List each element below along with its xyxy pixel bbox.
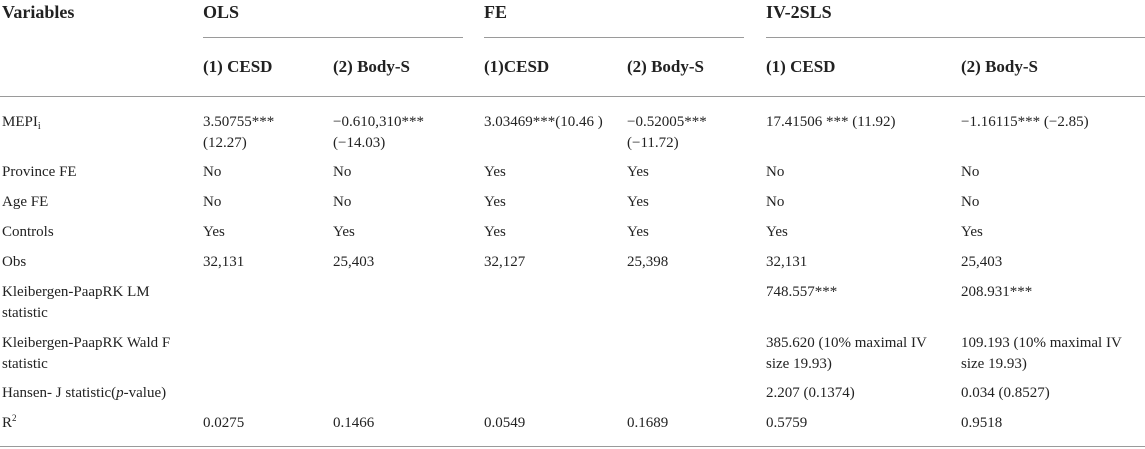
table-cell: 32,131 — [766, 254, 808, 270]
table-cell: size 19.93) — [961, 356, 1027, 372]
table-cell: (−14.03) — [333, 135, 386, 151]
row-label: Kleibergen-PaapRK Wald F — [2, 335, 171, 351]
table-bottom-rule — [0, 446, 1145, 447]
column-header: (1) CESD — [203, 57, 273, 76]
column-header: (2) Body-S — [627, 57, 704, 76]
table-cell: Yes — [203, 224, 225, 240]
group-ols: OLS — [203, 2, 240, 22]
table-cell: 0.9518 — [961, 415, 1003, 431]
table-cell: Yes — [627, 224, 649, 240]
row-label: statistic — [2, 356, 48, 372]
table-cell: No — [333, 164, 352, 180]
table-cell: Yes — [766, 224, 788, 240]
row-label: Obs — [2, 254, 27, 270]
table-cell: No — [961, 164, 980, 180]
column-header: (1) CESD — [766, 57, 836, 76]
table-cell: No — [766, 164, 785, 180]
table-cell: No — [333, 194, 352, 210]
table-cell: 0.1466 — [333, 415, 375, 431]
table-cell: (−11.72) — [627, 135, 679, 151]
table-cell: 0.0549 — [484, 415, 526, 431]
table-cell: (12.27) — [203, 135, 247, 151]
row-label: Age FE — [2, 194, 49, 210]
table-cell: Yes — [627, 164, 649, 180]
table-cell: Yes — [484, 224, 506, 240]
table-cell: 25,403 — [961, 254, 1003, 270]
table-cell: Yes — [484, 194, 506, 210]
table-cell: Yes — [627, 194, 649, 210]
table-cell: −0.52005*** — [627, 114, 707, 130]
table-cell: 0.034 (0.8527) — [961, 385, 1050, 401]
table-cell: 0.5759 — [766, 415, 808, 431]
group-fe: FE — [484, 2, 508, 22]
table-cell: 748.557*** — [766, 284, 838, 300]
column-header: (2) Body-S — [961, 57, 1038, 76]
table-cell: size 19.93) — [766, 356, 832, 372]
row-label: R2 — [2, 413, 17, 432]
table-cell: 32,131 — [203, 254, 245, 270]
column-header: (1)CESD — [484, 57, 550, 76]
table-cell: 17.41506 *** (11.92) — [766, 114, 896, 130]
header-variables: Variables — [2, 2, 75, 22]
row-label: Hansen- J statistic(p-value) — [2, 385, 167, 401]
table-cell: 3.50755*** — [203, 114, 275, 130]
table-cell: No — [766, 194, 785, 210]
table-cell: Yes — [961, 224, 983, 240]
group-rule-ols — [203, 37, 463, 38]
table-cell: 208.931*** — [961, 284, 1033, 300]
table-cell: 0.0275 — [203, 415, 245, 431]
header-bottom-rule — [0, 96, 1145, 97]
column-header: (2) Body-S — [333, 57, 410, 76]
table-cell: 3.03469***(10.46 ) — [484, 114, 603, 130]
table-cell: No — [961, 194, 980, 210]
group-rule-fe — [484, 37, 744, 38]
group-rule-iv2sls — [766, 37, 1145, 38]
table-cell: 109.193 (10% maximal IV — [961, 335, 1122, 351]
table-cell: 32,127 — [484, 254, 526, 270]
table-cell: −0.610,310*** — [333, 114, 424, 130]
table-cell: Yes — [484, 164, 506, 180]
table-cell: 25,403 — [333, 254, 375, 270]
group-iv2sls: IV-2SLS — [766, 2, 832, 22]
table-cell: Yes — [333, 224, 355, 240]
row-label: Kleibergen-PaapRK LM — [2, 284, 150, 300]
row-label: Controls — [2, 224, 54, 240]
row-label: Province FE — [2, 164, 77, 180]
table-cell: 2.207 (0.1374) — [766, 385, 855, 401]
row-label: statistic — [2, 305, 48, 321]
table-cell: −1.16115*** (−2.85) — [961, 114, 1089, 130]
table-cell: 0.1689 — [627, 415, 669, 431]
table-cell: No — [203, 194, 222, 210]
row-label: MEPIi — [2, 114, 41, 132]
table-cell: 25,398 — [627, 254, 669, 270]
table-cell: 385.620 (10% maximal IV — [766, 335, 927, 351]
table-cell: No — [203, 164, 222, 180]
